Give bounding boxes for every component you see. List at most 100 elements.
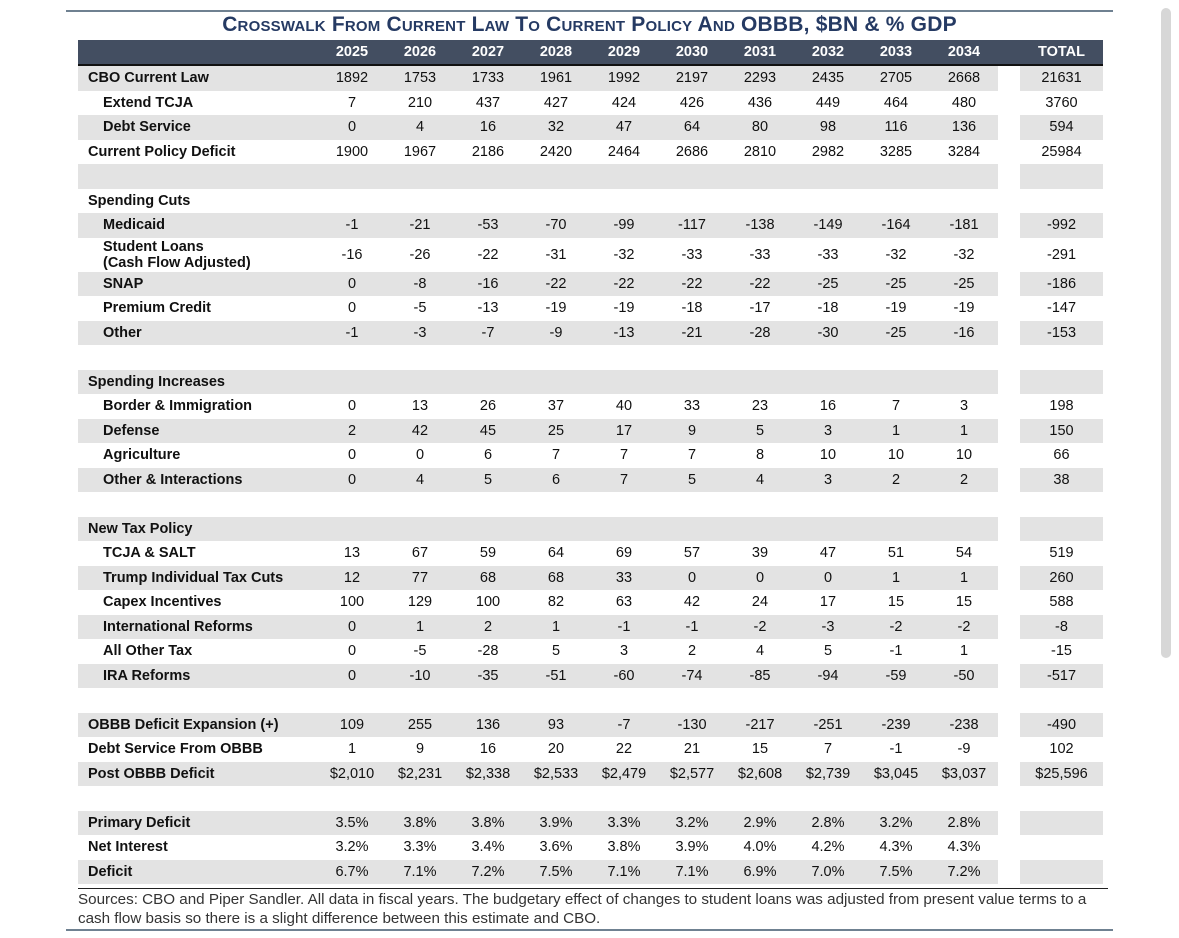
value-cell: -181: [930, 213, 998, 238]
value-cell: 24: [751, 594, 769, 611]
table-row: CBO Current Law 1892 1753 1733 1961 1992 2197 2…: [78, 65, 1103, 91]
total-cell: -186: [1020, 271, 1103, 296]
value-cell: [726, 492, 794, 517]
table-row: TCJA & SALT 13 67 59 64 69 57 39 47 51 54 519: [78, 541, 1103, 566]
value-cell: 82: [547, 594, 565, 611]
value-cell: 5: [551, 643, 561, 660]
value-cell: [454, 516, 522, 541]
value-cell: [726, 189, 794, 214]
gap-cell: [998, 418, 1020, 443]
row-label: Primary Deficit: [78, 810, 318, 835]
value-cell: [862, 189, 930, 214]
value-cell: [522, 688, 590, 713]
value-cell: 4: [386, 467, 454, 492]
value-cell: 3: [794, 418, 862, 443]
value-cell: 0: [658, 565, 726, 590]
value-cell: [794, 164, 862, 189]
value-cell: -5: [413, 300, 427, 317]
value-cell: -22: [522, 271, 590, 296]
value-cell: 2.9%: [726, 810, 794, 835]
value-cell: -22: [590, 271, 658, 296]
value-cell: [522, 492, 590, 517]
source-note: Sources: CBO and Piper Sandler. All data…: [78, 888, 1108, 928]
value-cell: -30: [794, 320, 862, 345]
value-cell: [930, 688, 998, 713]
total-cell: -490: [1020, 712, 1103, 737]
value-cell: 1: [522, 614, 590, 639]
gap-cell: [998, 516, 1020, 541]
value-cell: 2293: [726, 65, 794, 91]
value-cell: 80: [726, 115, 794, 140]
value-cell: 1: [959, 643, 969, 660]
value-cell: -74: [658, 663, 726, 688]
value-cell: 7.2%: [454, 859, 522, 884]
table-row: Medicaid -1 -21 -53 -70 -99 -117 -138 -149 -164 -1…: [78, 213, 1103, 238]
table-row: Current Policy Deficit 1900 1967 2186 2420 24…: [78, 139, 1103, 164]
value-cell: 64: [547, 545, 565, 562]
value-cell: -31: [545, 246, 567, 263]
value-cell: 7: [551, 447, 561, 464]
value-cell: 1: [930, 565, 998, 590]
value-cell: 480: [951, 94, 977, 111]
value-cell: -3: [386, 320, 454, 345]
scrollbar[interactable]: [1161, 8, 1171, 658]
value-cell: -238: [930, 712, 998, 737]
value-cell: 10: [819, 447, 837, 464]
value-cell: 93: [522, 712, 590, 737]
value-cell: -33: [681, 246, 703, 263]
value-cell: [590, 345, 658, 370]
value-cell: 2: [862, 467, 930, 492]
value-cell: 5: [454, 467, 522, 492]
total-cell: -15: [1051, 643, 1072, 660]
value-cell: 1: [347, 741, 357, 758]
crosswalk-table-container: 2025 2026 2027 2028 2029 2030 2031 2032 2033 2034…: [78, 40, 1103, 884]
value-cell: [862, 516, 930, 541]
value-cell: 51: [887, 545, 905, 562]
total-cell: -517: [1020, 663, 1103, 688]
value-cell: 100: [339, 594, 365, 611]
total-cell: [1020, 369, 1103, 394]
value-cell: 4: [755, 643, 765, 660]
value-cell: 3.5%: [318, 810, 386, 835]
value-cell: 0: [347, 398, 357, 415]
row-label: [78, 164, 318, 189]
table-row: Agriculture 0 0 6 7 7 7 8 10 10 10 66: [78, 443, 1103, 468]
value-cell: -1: [889, 741, 903, 758]
value-cell: 1753: [386, 65, 454, 91]
table-row: Capex Incentives 100 129 100 82 63 42 24 17 15 15 5…: [78, 590, 1103, 615]
value-cell: 3.3%: [403, 839, 437, 856]
total-cell: $25,596: [1020, 761, 1103, 786]
value-cell: -19: [885, 300, 907, 317]
gap-cell: [998, 859, 1020, 884]
value-cell: 3: [959, 398, 969, 415]
value-cell: 6.7%: [318, 859, 386, 884]
value-cell: -33: [749, 246, 771, 263]
value-cell: [862, 492, 930, 517]
value-cell: [386, 189, 454, 214]
value-cell: [318, 688, 386, 713]
row-label: Debt Service: [78, 115, 318, 140]
value-cell: 37: [547, 398, 565, 415]
value-cell: -239: [862, 712, 930, 737]
value-cell: 0: [347, 447, 357, 464]
value-cell: 255: [386, 712, 454, 737]
gap-cell: [998, 115, 1020, 140]
header-row: 2025 2026 2027 2028 2029 2030 2031 2032 2033 2034…: [78, 40, 1103, 66]
value-cell: 15: [751, 741, 769, 758]
value-cell: -10: [386, 663, 454, 688]
value-cell: 3.8%: [607, 839, 641, 856]
value-cell: -1: [590, 614, 658, 639]
value-cell: [522, 786, 590, 811]
value-cell: 100: [475, 594, 501, 611]
total-cell: 519: [1049, 545, 1074, 562]
value-cell: 0: [347, 643, 357, 660]
value-cell: -251: [794, 712, 862, 737]
value-cell: 0: [726, 565, 794, 590]
value-cell: 47: [590, 115, 658, 140]
value-cell: [318, 345, 386, 370]
value-cell: 3.3%: [590, 810, 658, 835]
table-row: SNAP 0 -8 -16 -22 -22 -22 -22 -25 -25 -25 -186: [78, 271, 1103, 296]
total-cell: 594: [1020, 115, 1103, 140]
value-cell: -94: [794, 663, 862, 688]
value-cell: -164: [862, 213, 930, 238]
